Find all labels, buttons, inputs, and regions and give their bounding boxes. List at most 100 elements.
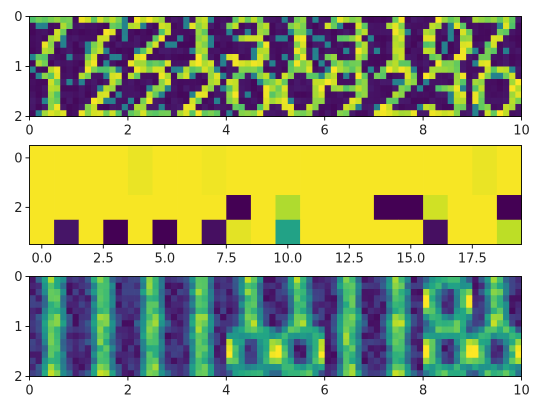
pixel — [367, 276, 375, 284]
pixel — [496, 66, 504, 74]
pixel — [361, 79, 369, 86]
pixel — [392, 16, 399, 24]
pixel — [404, 60, 412, 67]
pixel — [460, 307, 467, 315]
pixel — [60, 91, 67, 99]
pixel — [158, 97, 166, 105]
heatmap-cell-r1-c16 — [423, 170, 449, 196]
pixel — [281, 54, 289, 61]
pixel — [54, 295, 61, 302]
pixel — [232, 314, 239, 321]
digit-image-r0-c4 — [226, 16, 276, 67]
pixel — [66, 104, 73, 111]
pixel — [293, 72, 301, 80]
pixel — [66, 351, 73, 359]
pixel — [183, 326, 190, 334]
pixel — [380, 320, 387, 327]
pixel — [416, 91, 424, 99]
pixel — [214, 16, 221, 24]
pixel — [170, 22, 178, 30]
pixel — [250, 351, 258, 359]
pixel — [318, 41, 326, 49]
pixel — [170, 314, 178, 321]
pixel — [509, 97, 516, 105]
pixel — [503, 41, 510, 49]
pixel — [232, 66, 239, 74]
pixel — [250, 79, 258, 86]
pixel — [312, 97, 319, 105]
pixel — [503, 276, 510, 284]
pixel — [35, 47, 43, 55]
pixel — [281, 307, 289, 315]
pixel — [398, 79, 405, 86]
pixel — [361, 72, 369, 80]
digit-image-r0-c1 — [78, 276, 129, 327]
pixel — [330, 320, 338, 327]
pixel — [423, 104, 430, 111]
pixel — [472, 72, 479, 80]
pixel — [460, 301, 467, 309]
pixel — [275, 320, 282, 327]
pixel — [177, 97, 184, 105]
pixel — [503, 320, 510, 327]
pixel — [380, 35, 387, 42]
pixel — [201, 326, 209, 334]
pixel — [496, 104, 504, 111]
pixel — [195, 357, 203, 365]
pixel — [177, 91, 184, 99]
pixel — [103, 307, 110, 315]
pixel — [250, 326, 258, 334]
pixel — [201, 35, 209, 42]
pixel — [318, 345, 326, 352]
pixel — [66, 47, 73, 55]
pixel — [293, 332, 301, 340]
pixel — [158, 351, 166, 359]
pixel — [35, 370, 43, 377]
pixel — [447, 320, 455, 327]
pixel — [238, 301, 246, 309]
pixel — [232, 276, 239, 284]
pixel — [330, 79, 338, 86]
pixel — [447, 345, 455, 352]
pixel — [263, 357, 270, 365]
pixel — [404, 54, 412, 61]
pixel — [478, 16, 485, 24]
pixel — [201, 357, 209, 365]
pixel — [429, 66, 436, 74]
pixel — [29, 104, 36, 111]
pixel — [177, 364, 184, 371]
pixel — [429, 370, 436, 377]
pixel — [195, 104, 203, 111]
pixel — [484, 97, 492, 105]
pixel — [115, 314, 123, 321]
pixel — [373, 110, 381, 117]
pixel — [300, 276, 307, 284]
pixel — [146, 35, 153, 42]
pixel — [257, 35, 264, 42]
pixel — [177, 66, 184, 74]
pixel — [220, 29, 227, 36]
pixel — [300, 41, 307, 49]
pixel — [207, 345, 215, 352]
pixel — [337, 345, 344, 352]
pixel — [386, 22, 393, 30]
pixel — [306, 351, 313, 359]
pixel — [373, 345, 381, 352]
pixel — [152, 97, 159, 105]
pixel — [214, 351, 221, 359]
pixel — [158, 332, 166, 340]
pixel — [484, 301, 492, 309]
pixel — [306, 47, 313, 55]
pixel — [232, 110, 239, 117]
pixel — [287, 320, 295, 327]
pixel — [72, 351, 80, 359]
pixel — [324, 295, 332, 302]
pixel — [127, 295, 135, 302]
pixel — [35, 314, 43, 321]
pixel — [293, 104, 301, 111]
pixel — [269, 314, 276, 321]
pixel — [392, 276, 399, 284]
pixel — [226, 104, 233, 111]
pixel — [115, 110, 123, 117]
pixel — [435, 326, 442, 334]
